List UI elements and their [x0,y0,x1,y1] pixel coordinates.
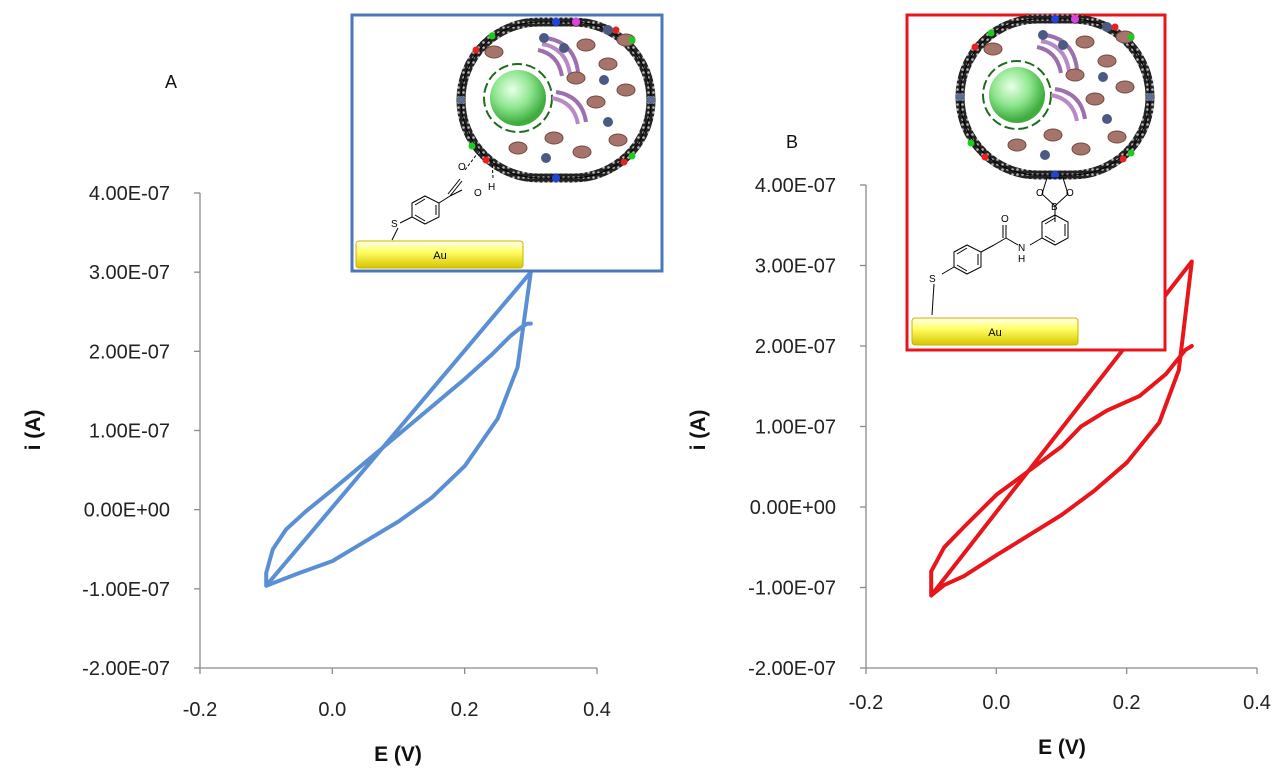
atom-s-a: S [391,219,398,230]
axes-b: -2.00E-07 -1.00E-07 0.00E+00 1.00E-07 2.00E-… [748,175,1271,714]
x-axis-title-b: E (V) [1038,736,1086,759]
gold-label-b: Au [988,327,1001,339]
y-tick-label-b: 1.00E-07 [755,417,836,439]
y-axis-title-a: i (A) [22,410,45,451]
atom-o-carbonyl-b: O [1001,214,1009,225]
y-tick-label-b: -1.00E-07 [748,578,836,600]
cell-illustration-a [457,18,655,182]
panel-a: A -2.00E-07 -1.00E-07 0.00E+00 1.00E-07 2.00… [22,13,664,766]
y-tick-label-a: 3.00E-07 [89,262,170,284]
y-tick-label-a: 0.00E+00 [84,500,170,522]
cv-curve-b [929,259,1194,598]
y-tick-label-a: -2.00E-07 [82,658,170,680]
x-tick-label-b: 0.4 [1243,692,1271,714]
x-tick-label-b: -0.2 [849,692,883,714]
panel-label-a: A [165,72,177,92]
axes-a: -2.00E-07 -1.00E-07 0.00E+00 1.00E-07 2.00E-… [82,183,611,721]
y-tick-label-b: -2.00E-07 [748,658,836,680]
atom-b-b: B [1051,202,1058,213]
gold-electrode-b [911,317,1079,346]
atom-h-b: H [1018,254,1025,265]
x-tick-label-b: 0.2 [1113,692,1141,714]
atom-h-a: H [488,182,495,193]
atom-o-hydroxyl-a: O [474,188,482,199]
panel-label-b: B [786,132,798,152]
atom-o-left-b: O [1036,188,1044,199]
cv-series-line-b [929,259,1194,598]
y-tick-label-a: 2.00E-07 [89,341,170,363]
x-tick-label-b: 0.0 [982,692,1010,714]
x-tick-label-a: 0.0 [318,699,346,721]
gold-label-a: Au [433,250,446,262]
x-tick-label-a: 0.2 [451,699,479,721]
y-tick-label-b: 3.00E-07 [755,256,836,278]
atom-o-carbonyl-a: O [458,162,466,173]
inset-b: O B O O N H S Au [905,15,1167,352]
x-tick-label-a: 0.4 [583,699,611,721]
y-tick-label-b: 4.00E-07 [755,175,836,197]
y-tick-label-a: 1.00E-07 [89,421,170,443]
y-axis-title-b: i (A) [687,410,710,451]
x-axis-title-a: E (V) [374,743,422,766]
molecule-a [391,149,494,241]
atom-s-b: S [929,274,936,285]
y-tick-label-b: 0.00E+00 [750,497,836,519]
cell-illustration-b [956,15,1154,179]
atom-o-right-b: O [1066,188,1074,199]
y-tick-label-b: 2.00E-07 [755,336,836,358]
gold-electrode-a [355,240,524,269]
inset-a: S O O H Au [350,13,664,273]
x-tick-label-a: -0.2 [183,699,217,721]
y-tick-label-a: -1.00E-07 [82,579,170,601]
panel-b: B -2.00E-07 -1.00E-07 0.00E+00 1.00E-07 2.00… [687,15,1271,759]
y-tick-label-a: 4.00E-07 [89,183,170,205]
cv-curve-a [264,270,533,588]
molecule-b [931,177,1069,316]
cv-series-line-a [264,270,533,588]
atom-n-b: N [1018,243,1025,254]
